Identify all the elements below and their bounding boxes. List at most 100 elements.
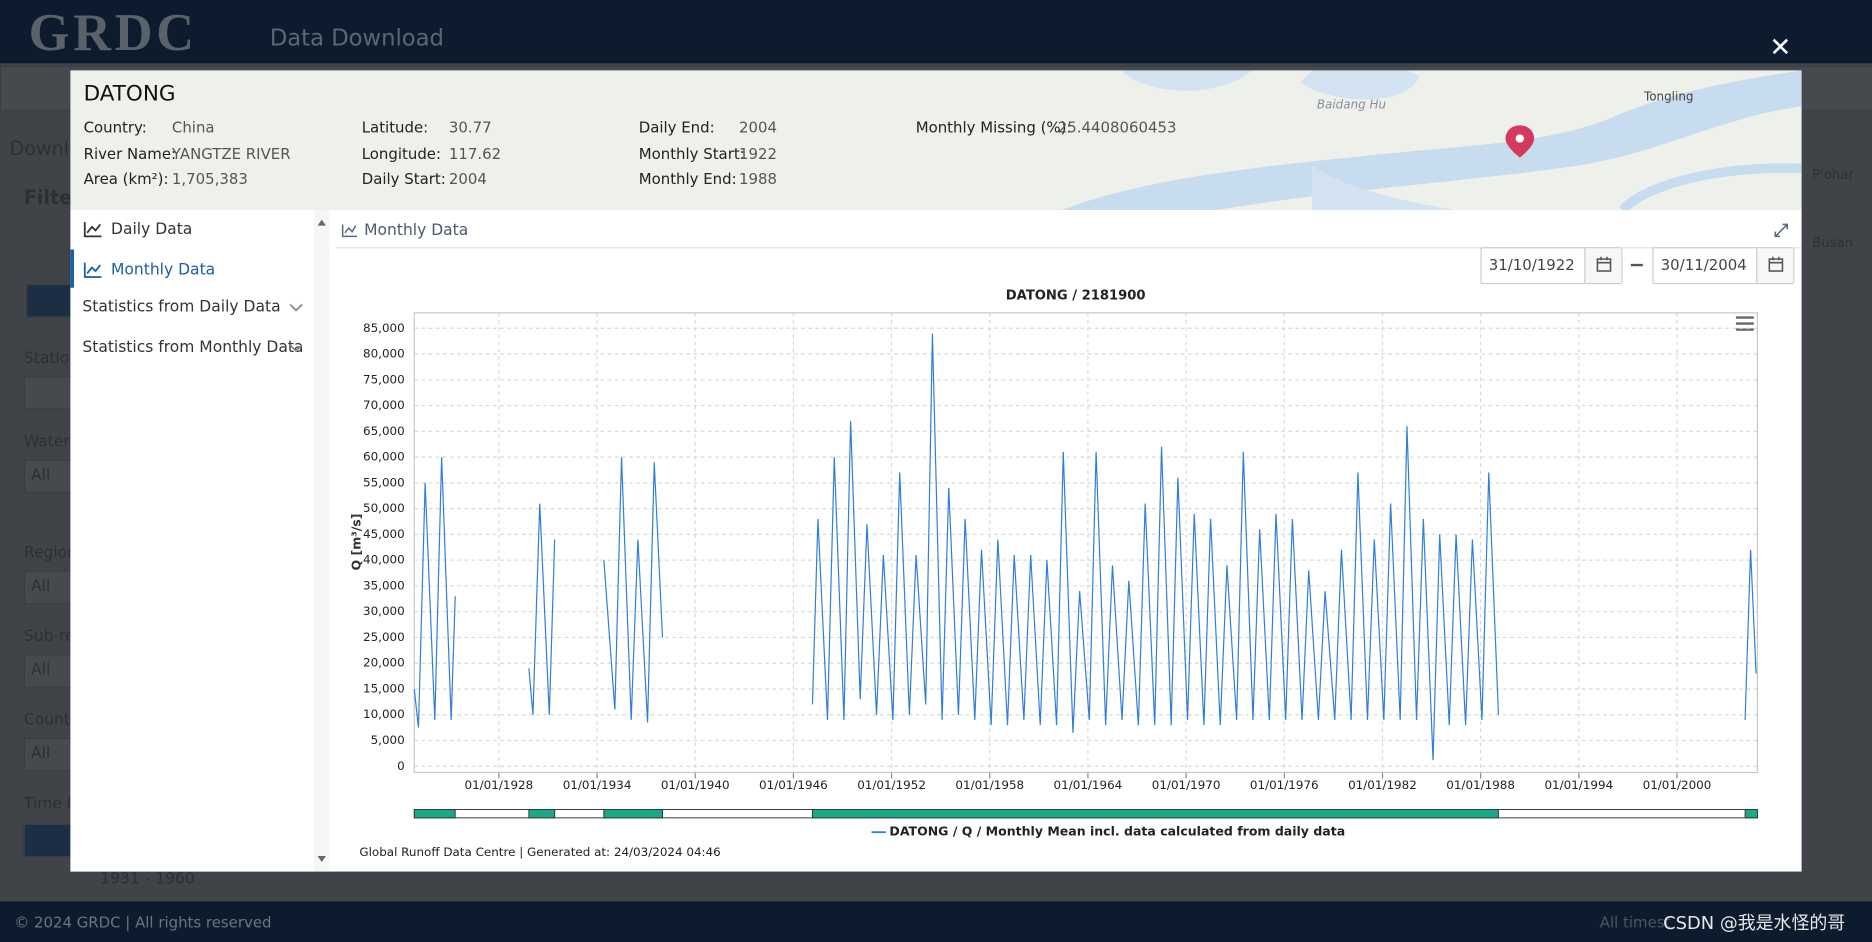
calendar-icon: [1596, 256, 1612, 272]
y-tick-label: 20,000: [363, 656, 405, 670]
ghost-text: Time P: [23, 795, 77, 814]
y-tick-label: 65,000: [363, 424, 405, 438]
x-tick-label: 01/01/2000: [1643, 778, 1712, 792]
x-tick-label: 01/01/1994: [1544, 778, 1613, 792]
field-label: Monthly Missing (%):: [915, 118, 1072, 137]
footer-text: All timest: [1599, 913, 1671, 932]
field-value: 2004: [739, 118, 777, 137]
navigator-coverage: [1744, 809, 1758, 819]
credits: Global Runoff Data Centre | Generated at…: [359, 845, 720, 859]
calendar-icon: [1768, 256, 1784, 272]
copyright: © 2024 GRDC | All rights reserved: [14, 913, 272, 932]
dash: [1630, 263, 1643, 266]
chart: DATONG / 2181900 Q [m³/s] Global Runoff …: [348, 289, 1758, 859]
map-background: [1061, 70, 1802, 211]
ghost-text: All: [31, 577, 51, 596]
navigator-coverage: [413, 809, 456, 819]
x-tick-label: 01/01/1952: [857, 778, 926, 792]
chart-icon: [83, 222, 102, 238]
x-tick-label: 01/01/1928: [464, 778, 533, 792]
field-value: YANGTZE RIVER: [171, 143, 291, 162]
field-value: China: [171, 118, 215, 137]
menu-item[interactable]: Daily Data: [111, 220, 193, 239]
ghost-map-label: P'ohar: [1812, 167, 1854, 183]
ghost-text: 1931 - 1960: [100, 870, 195, 889]
ghost-input: [23, 654, 75, 688]
y-tick-label: 40,000: [363, 553, 405, 567]
y-axis-label: Q [m³/s]: [348, 514, 363, 571]
y-tick-label: 15,000: [363, 681, 405, 695]
y-tick-label: 70,000: [363, 398, 405, 412]
ghost-text: Region: [23, 544, 78, 563]
field-label: Longitude:: [361, 143, 442, 162]
field-value: 1988: [739, 169, 777, 188]
chart-icon: [83, 262, 102, 278]
chart-title: DATONG / 2181900: [1006, 289, 1146, 304]
field-label: Daily End:: [638, 118, 715, 137]
ghost-map-label: Busan: [1812, 235, 1853, 251]
navigator-coverage: [811, 809, 1499, 819]
y-tick-label: 80,000: [363, 347, 405, 361]
x-tick-label: 01/01/1940: [661, 778, 730, 792]
y-tick-label: 10,000: [363, 707, 405, 721]
x-tick-label: 01/01/1958: [955, 778, 1024, 792]
ghost-text: Water b: [23, 433, 85, 452]
scrollbar[interactable]: [313, 210, 330, 872]
ghost-input: [23, 459, 75, 494]
date-from[interactable]: 31/10/1922: [1480, 247, 1623, 285]
legend-label: DATONG / Q / Monthly Mean incl. data cal…: [889, 824, 1345, 839]
chevron: [289, 303, 303, 312]
footer: [0, 901, 1872, 942]
x-tick-label: 01/01/1988: [1446, 778, 1515, 792]
field-value: 30.77: [448, 118, 492, 137]
close-button[interactable]: ✕: [1769, 33, 1792, 64]
top-bar: [0, 0, 1872, 64]
x-tick-label: 01/01/1970: [1152, 778, 1221, 792]
plot-border: [413, 312, 1758, 774]
field-value: 2004: [448, 169, 487, 188]
calendar-button[interactable]: [1756, 248, 1794, 283]
y-tick-label: 5,000: [371, 733, 405, 747]
date-to[interactable]: 30/11/2004: [1652, 247, 1795, 285]
chart-icon: [341, 224, 357, 238]
y-tick-label: 35,000: [363, 578, 405, 592]
ghost-text: All: [31, 466, 51, 485]
menu-item[interactable]: Statistics from Daily Data: [82, 298, 281, 317]
x-tick-label: 01/01/1982: [1348, 778, 1417, 792]
field-label: Country:: [83, 118, 147, 137]
navigator-coverage: [603, 809, 663, 819]
ghost-text: All: [31, 661, 51, 680]
menu-item[interactable]: Statistics from Monthly Data: [82, 339, 304, 357]
logo: GRDC: [28, 3, 198, 63]
x-tick-label: 01/01/1946: [759, 778, 828, 792]
field-label: Monthly End:: [638, 169, 737, 188]
expand-button[interactable]: [1774, 223, 1789, 238]
y-tick-label: 0: [397, 759, 405, 773]
y-tick-label: 50,000: [363, 501, 405, 515]
menu-button[interactable]: [1735, 316, 1754, 331]
navigator-coverage: [528, 809, 556, 819]
active-indicator: [70, 249, 75, 288]
map-label: Tongling: [1643, 90, 1694, 104]
ghost-button: [23, 823, 75, 858]
y-tick-label: 45,000: [363, 527, 405, 541]
sidebar: Daily Data Monthly Data Statistics from …: [70, 210, 314, 872]
y-tick-label: 60,000: [363, 450, 405, 464]
station-name: DATONG: [83, 81, 176, 107]
series-line: [413, 333, 1757, 761]
field-value: 117.62: [448, 143, 502, 162]
app-title: Data Download: [269, 25, 444, 52]
field-value: 1922: [739, 143, 777, 162]
field-label: Monthly Start:: [638, 143, 745, 162]
field-label: Latitude:: [361, 118, 429, 137]
calendar-button[interactable]: [1584, 248, 1622, 283]
ghost-text: Countr: [23, 711, 77, 730]
menu-item[interactable]: Monthly Data: [111, 261, 216, 280]
chevron: [289, 344, 303, 353]
y-tick-label: 55,000: [363, 475, 405, 489]
field-label: Area (km²):: [83, 169, 169, 188]
ghost-input: [23, 376, 75, 410]
y-tick-label: 30,000: [363, 604, 405, 618]
y-tick-label: 85,000: [363, 321, 405, 335]
